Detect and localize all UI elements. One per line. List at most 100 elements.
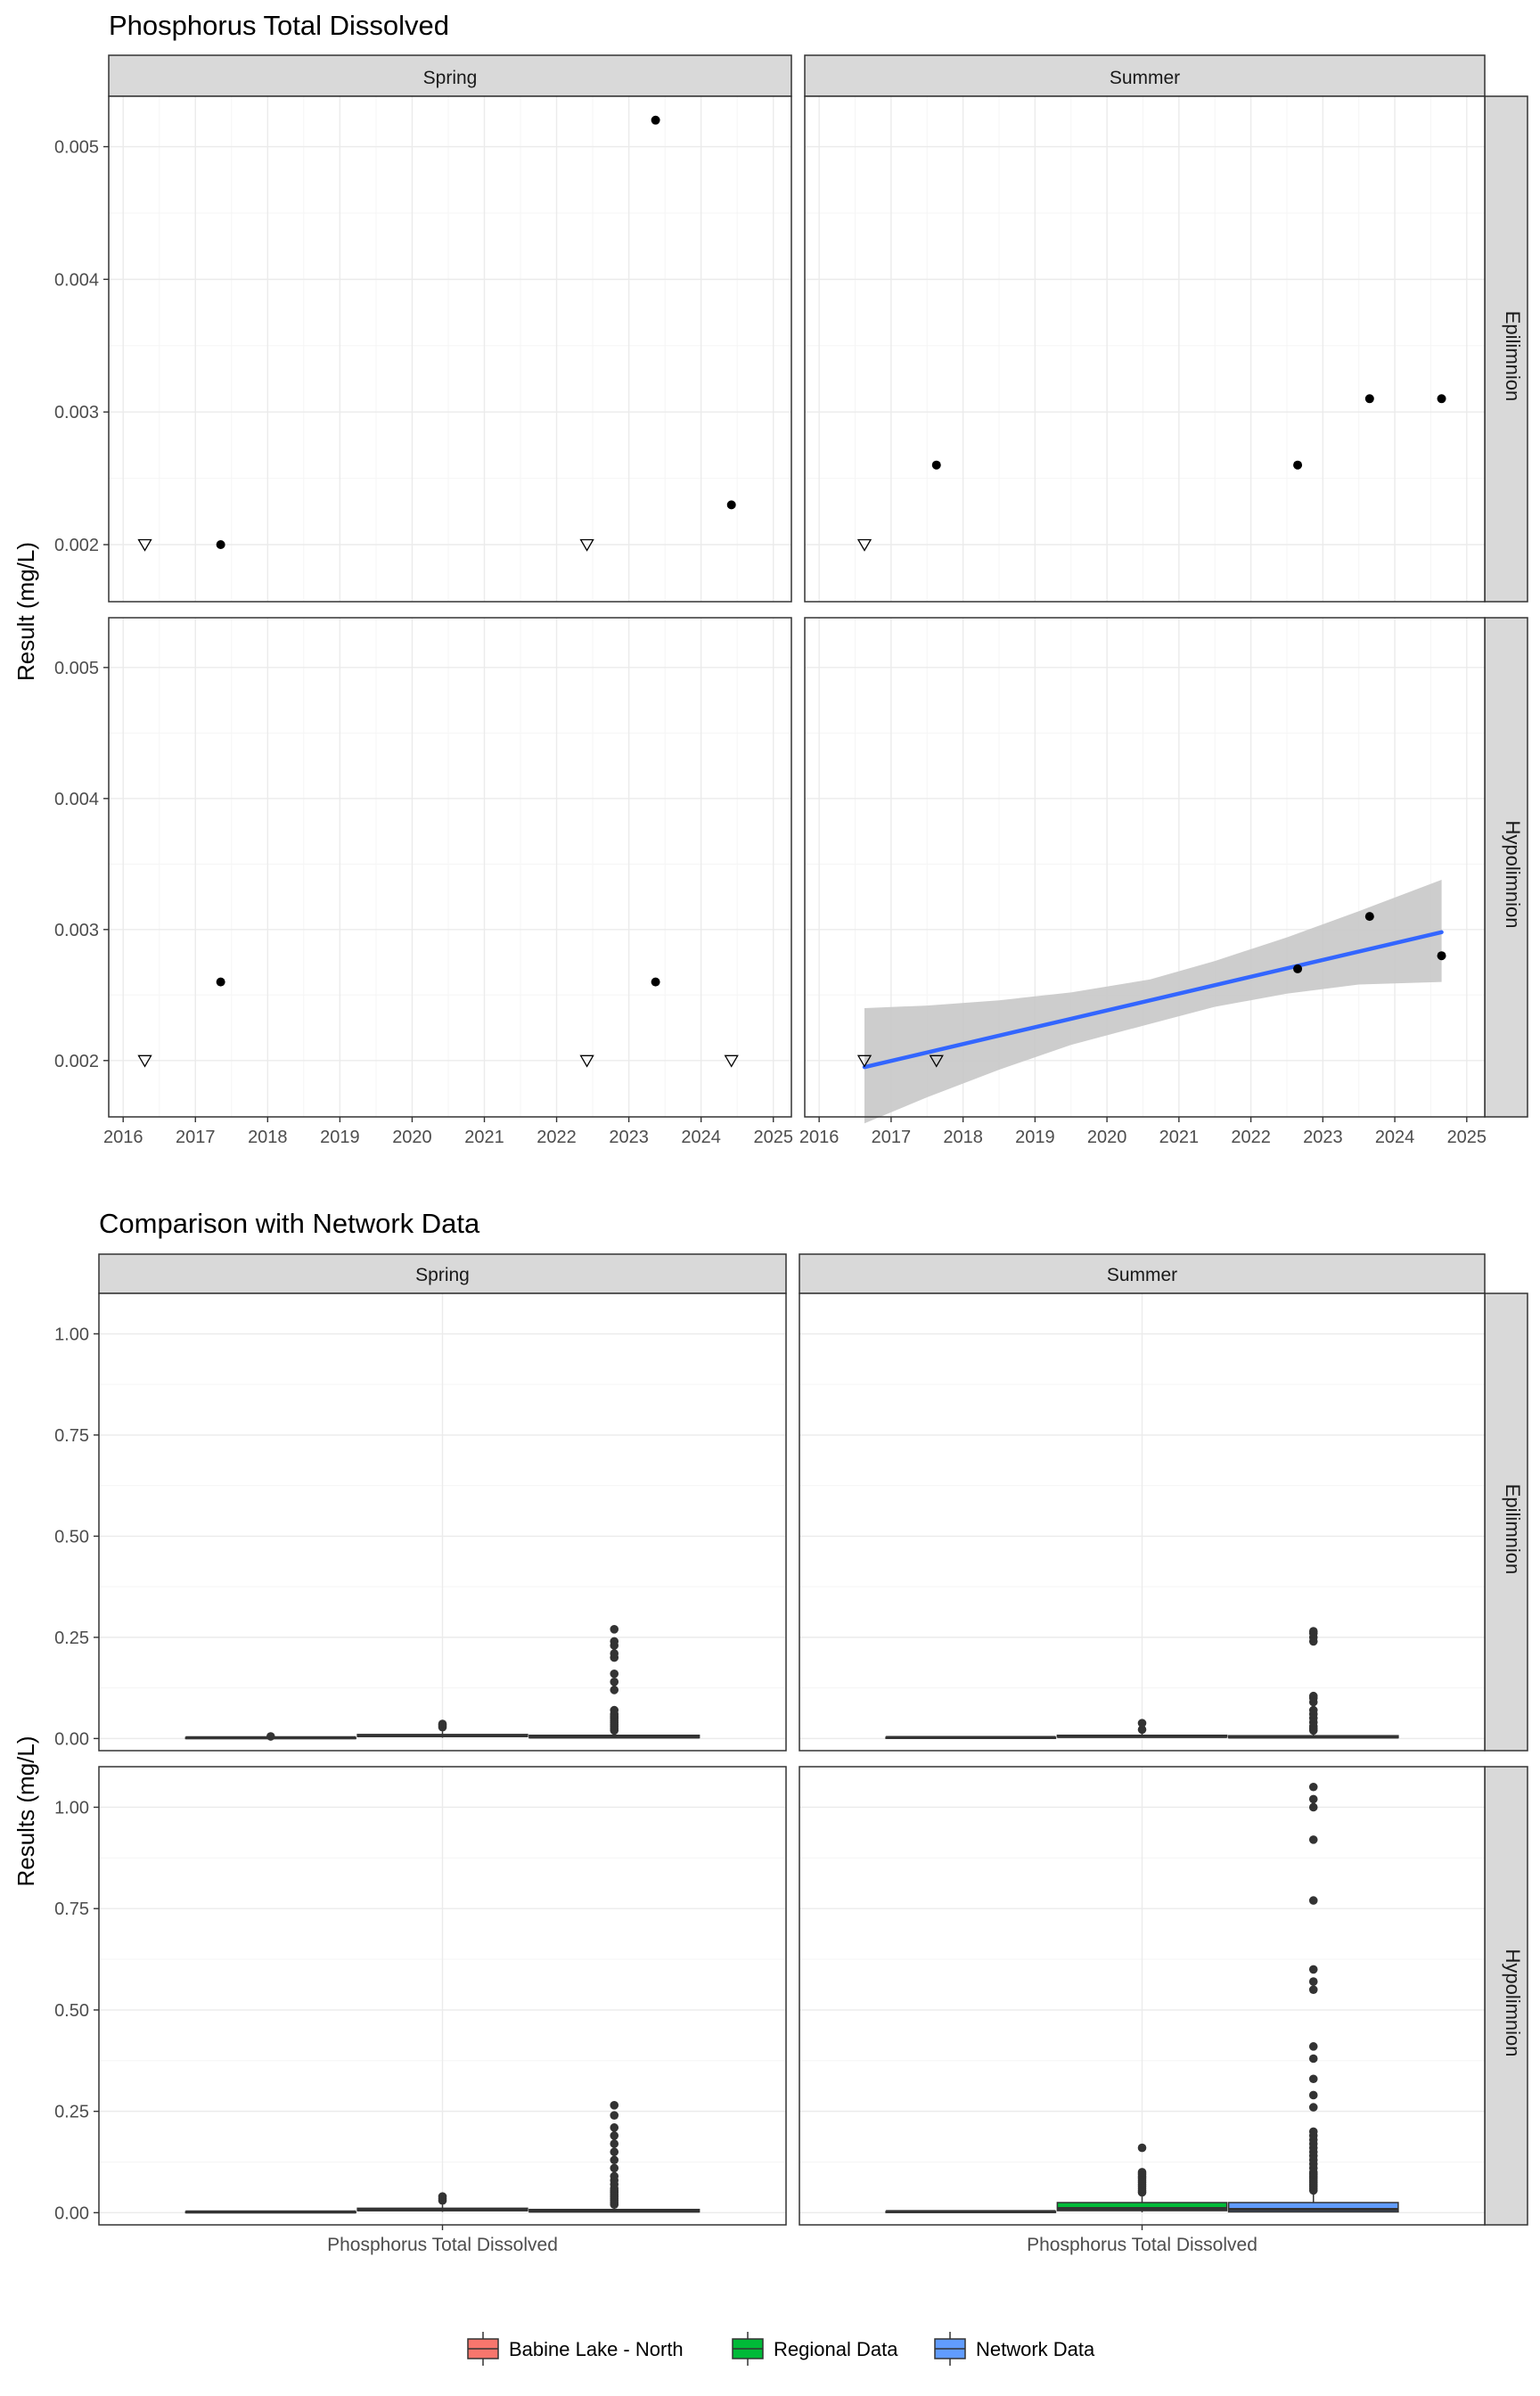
chart2-strip-label-spring: Spring [415,1265,470,1285]
outlier-point [1137,2143,1147,2153]
y-tick-label: 0.75 [54,1426,89,1446]
below-detection-point [137,1054,152,1068]
box-regional-data [356,2192,528,2212]
outlier-point [610,2101,619,2110]
y-tick-label: 0.50 [54,1527,89,1547]
chart2-title: Comparison with Network Data [99,1208,480,1239]
outlier-point [1308,1802,1318,1812]
y-tick-label: 0.005 [54,659,99,678]
chart2-strip-spring [98,1253,787,1294]
chart2-row-strip-hypolimnion [1484,1766,1528,2226]
outlier-point [610,1637,619,1646]
data-point [1437,394,1446,404]
chart1-strip-label-summer: Summer [1110,68,1180,88]
outlier-point [1137,1719,1147,1727]
y-tick-label: 0.00 [54,1729,89,1749]
outlier-point [610,2123,619,2132]
chart1-row-strip-label-hypolimnion: Hypolimnion [1502,820,1524,928]
below-detection-point [856,1054,872,1068]
box-body [1227,2202,1399,2213]
chart1-row-strip-label-epilimnion: Epilimnion [1502,311,1524,402]
legend-label: Babine Lake - North [509,2338,684,2360]
y-tick-label: 0.50 [54,2001,89,2021]
x-tick-label: 2023 [609,1128,649,1147]
data-point [1293,460,1303,470]
outlier-point [438,1719,447,1728]
chart1-title: Phosphorus Total Dissolved [109,10,449,41]
chart1-panels: Spring SummerEpilimnionHypolimnion0.0020.… [54,54,1528,1147]
data-point [651,115,660,125]
outlier-point [610,2139,619,2148]
x-tick-label: 2016 [103,1128,143,1147]
outlier-point [1308,1835,1318,1844]
y-tick-label: 0.003 [54,403,99,423]
outlier-point [1308,2054,1318,2064]
x-tick-label: 2025 [753,1128,793,1147]
outlier-point [1308,2127,1318,2137]
outlier-point [1308,1896,1318,1905]
outlier-point [1137,1725,1147,1735]
x-tick-label: 2024 [681,1128,721,1147]
data-point [1364,394,1374,404]
panel-background [109,618,791,1117]
chart1-strip-summer [804,54,1486,97]
outlier-point [610,1686,619,1694]
panel-border [804,617,1486,1118]
panel-background [109,96,791,602]
legend-item-babine-lake-north: Babine Lake - North [467,2332,684,2366]
box-babine-lake-north [184,2210,356,2214]
x-tick-label: 2025 [1447,1128,1487,1147]
y-tick-label: 0.25 [54,2103,89,2122]
panel-border [804,95,1486,603]
panel-border [799,1292,1486,1752]
chart1-y-axis-label: Result (mg/L) [12,542,39,681]
below-detection-point [579,538,594,552]
panel-border [98,1292,787,1752]
chart1-panel-summer-epilimnion [804,95,1486,603]
x-tick-label: 2018 [943,1128,983,1147]
legend-item-network-data: Network Data [934,2332,1095,2366]
below-detection-point [137,538,152,552]
x-tick-label: 2020 [1087,1128,1127,1147]
data-point [1364,912,1374,922]
chart-comparison-with-network-data: Comparison with Network Data Results (mg… [12,1208,1528,2366]
chart2-row-strip-label-epilimnion: Epilimnion [1502,1484,1524,1575]
outlier-point [610,1649,619,1658]
outlier-point [610,2171,619,2181]
y-tick-label: 1.00 [54,1325,89,1344]
box-network-data [1227,1782,1399,2213]
x-tick-label: 2017 [872,1128,912,1147]
panel-background [805,96,1485,602]
box-regional-data [1056,1719,1228,1738]
panel-border [108,95,792,603]
outlier-point [610,2111,619,2120]
outlier-point [610,2155,619,2165]
box-network-data [528,1625,700,1739]
chart2-strip-summer [799,1253,1486,1294]
chart-phosphorus-total-dissolved: Phosphorus Total Dissolved Result (mg/L)… [12,10,1528,1147]
x-tick-label: 2022 [537,1128,577,1147]
outlier-point [1308,1705,1318,1715]
y-tick-label: 0.004 [54,270,99,290]
data-point [651,977,660,987]
panel-border [108,617,792,1118]
outlier-point [1308,1965,1318,1974]
box-network-data [528,2101,700,2213]
x-tick-label: 2017 [176,1128,216,1147]
box-babine-lake-north [184,1732,356,1741]
x-tick-label: Phosphorus Total Dissolved [1027,2235,1257,2255]
outlier-point [266,1732,275,1741]
outlier-point [1308,2042,1318,2051]
outlier-point [1137,2168,1147,2177]
x-tick-label: 2024 [1375,1128,1415,1147]
outlier-point [610,1669,619,1678]
outlier-point [1308,1782,1318,1792]
legend-label: Regional Data [774,2338,898,2360]
x-tick-label: 2018 [248,1128,288,1147]
x-tick-label: 2023 [1303,1128,1343,1147]
chart1-strip-label-spring: Spring [423,68,478,88]
data-point [216,540,225,550]
box-body [1056,2202,1228,2211]
outlier-point [438,2192,447,2201]
